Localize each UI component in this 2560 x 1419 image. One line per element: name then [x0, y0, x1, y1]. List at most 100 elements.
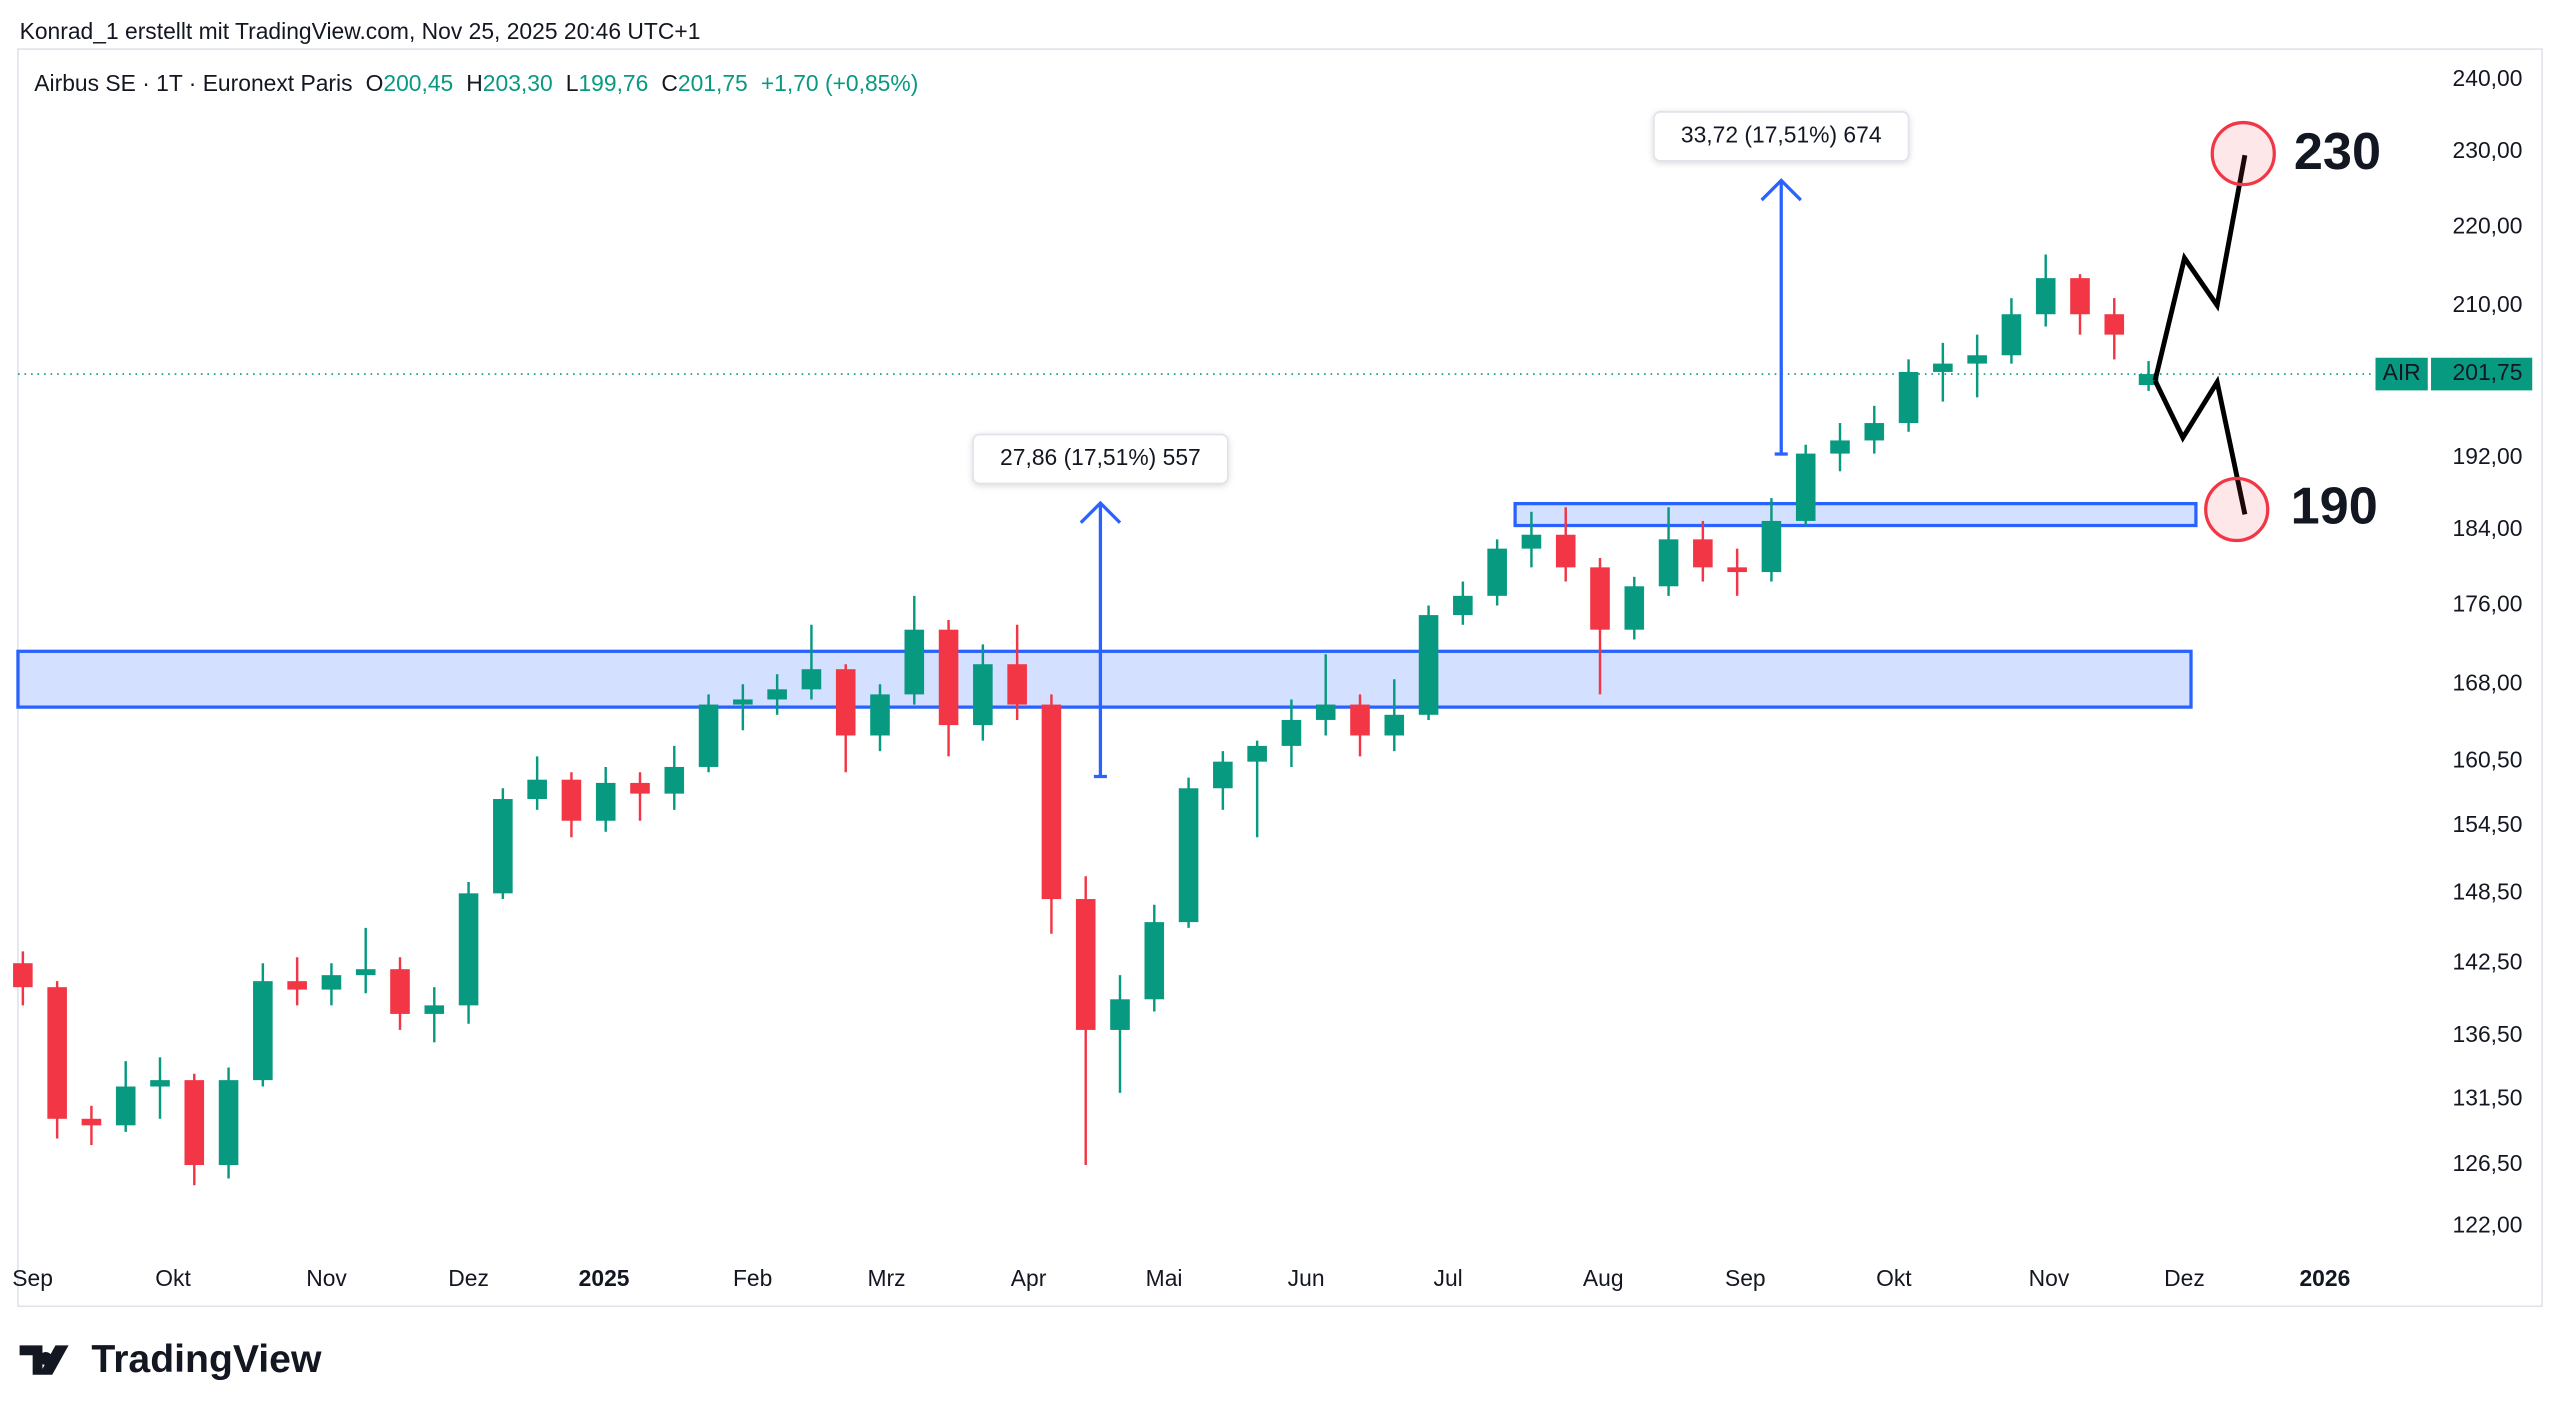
- candle-body: [1213, 761, 1233, 789]
- candle-body: [1795, 453, 1816, 521]
- x-tick-label: Apr: [1011, 1265, 1047, 1291]
- x-tick-label: Nov: [306, 1265, 347, 1291]
- candle-body: [355, 969, 376, 976]
- ohlc-key: O: [366, 70, 384, 96]
- forecast-up: [2152, 154, 2248, 382]
- logo: TradingView: [19, 1338, 322, 1381]
- zone: [16, 649, 2193, 709]
- candle-body: [1624, 586, 1645, 630]
- y-tick-label: 192,00: [2453, 443, 2523, 469]
- symbol-badge: [2375, 357, 2428, 391]
- x-tick-label: Dez: [2164, 1265, 2205, 1291]
- y-tick-label: 126,50: [2453, 1150, 2523, 1176]
- symbol-label: AIR: [2383, 359, 2421, 385]
- x-tick-label: Mai: [1146, 1265, 1183, 1291]
- candle-body: [115, 1086, 136, 1126]
- price-label: 201,75: [2453, 359, 2523, 385]
- candle-body: [1521, 534, 1542, 549]
- candle-body: [2070, 278, 2090, 315]
- candle-body: [1315, 704, 1336, 720]
- target-label: 230: [2294, 123, 2381, 181]
- x-tick-label: Mrz: [867, 1265, 905, 1291]
- ohlc-key: C: [661, 70, 678, 96]
- candle-body: [973, 664, 993, 726]
- logo-text: TradingView: [91, 1338, 322, 1381]
- candle-body: [938, 629, 959, 726]
- candle-body: [1830, 440, 1850, 454]
- target-circle: [2210, 120, 2276, 187]
- x-tick-label: 2026: [2299, 1265, 2350, 1291]
- candle-body: [1041, 704, 1062, 900]
- candle-body: [2104, 314, 2125, 335]
- candle-body: [1418, 615, 1439, 715]
- measure-arrow: [1079, 500, 1122, 524]
- measure-label: 33,72 (17,51%) 674: [1681, 121, 1882, 147]
- ohlc-value: 203,30: [483, 70, 553, 96]
- candle-body: [1933, 363, 1953, 372]
- y-tick-label: 210,00: [2453, 291, 2523, 317]
- ohlc-value: 201,75: [678, 70, 748, 96]
- y-tick-label: 148,50: [2453, 878, 2523, 904]
- x-tick-label: Okt: [1876, 1265, 1912, 1291]
- candle-body: [630, 782, 650, 794]
- candle-body: [1007, 664, 1027, 705]
- candle-body: [1384, 714, 1405, 736]
- x-tick-label: Sep: [12, 1265, 53, 1291]
- y-tick-label: 154,50: [2453, 811, 2523, 837]
- candle-body: [321, 975, 342, 990]
- ohlc-value: 200,45: [383, 70, 453, 96]
- target-circle: [2204, 476, 2270, 543]
- candle-body: [664, 766, 685, 794]
- measure-arrow: [1760, 178, 1802, 202]
- candle-body: [1487, 548, 1507, 596]
- x-tick-label: Feb: [733, 1265, 772, 1291]
- ohlc-key: L: [566, 70, 579, 96]
- candle-body: [1693, 539, 1713, 568]
- logo-icon: [19, 1345, 69, 1375]
- candle-body: [1075, 899, 1096, 1030]
- candle-body: [493, 799, 513, 894]
- candle-body: [2035, 278, 2056, 315]
- y-tick-label: 136,50: [2453, 1021, 2523, 1047]
- candle-body: [184, 1080, 205, 1166]
- candle-body: [1178, 788, 1199, 923]
- plot-area: 27,86 (17,51%) 557 33,72 (17,51%) 674 122,…: [12, 65, 2533, 1291]
- y-tick-label: 168,00: [2453, 669, 2523, 695]
- candle-body: [1590, 567, 1610, 630]
- y-tick-label: 230,00: [2453, 137, 2523, 163]
- target-label: 190: [2291, 477, 2378, 535]
- measure-box: [1653, 111, 1910, 162]
- candle-body: [218, 1080, 239, 1166]
- candle-body: [1281, 719, 1302, 746]
- candle-body: [561, 779, 582, 821]
- x-tick-label: Jul: [1434, 1265, 1463, 1291]
- x-tick-label: Dez: [448, 1265, 489, 1291]
- candle-body: [1453, 595, 1473, 616]
- candle-body: [253, 981, 273, 1081]
- candle-body: [424, 1005, 445, 1014]
- candle-body: [47, 987, 67, 1119]
- candle-body: [13, 963, 33, 988]
- zone: [1513, 501, 2198, 528]
- candle-body: [1864, 423, 1885, 441]
- ohlc-key: H: [466, 70, 483, 96]
- candle-body: [835, 669, 856, 736]
- x-tick-label: Sep: [1725, 1265, 1766, 1291]
- x-tick-label: Nov: [2029, 1265, 2070, 1291]
- candle-body: [1350, 704, 1370, 736]
- y-tick-label: 220,00: [2453, 212, 2523, 238]
- symbol-title: Airbus SE · 1T · Euronext Paris: [34, 70, 352, 96]
- y-tick-label: 122,00: [2453, 1211, 2523, 1237]
- legend: Airbus SE · 1T · Euronext Paris O200,45 H2…: [34, 70, 918, 96]
- change: +1,70 (+0,85%): [761, 70, 918, 96]
- price-badge: [2431, 357, 2533, 391]
- candle-body: [698, 704, 719, 767]
- x-tick-label: 2025: [579, 1265, 630, 1291]
- candle-body: [2001, 314, 2022, 356]
- ohlc-value: 199,76: [578, 70, 648, 96]
- attribution: Konrad_1 erstellt mit TradingView.com, N…: [20, 18, 701, 44]
- candle-body: [1144, 922, 1165, 1000]
- x-tick-label: Okt: [155, 1265, 191, 1291]
